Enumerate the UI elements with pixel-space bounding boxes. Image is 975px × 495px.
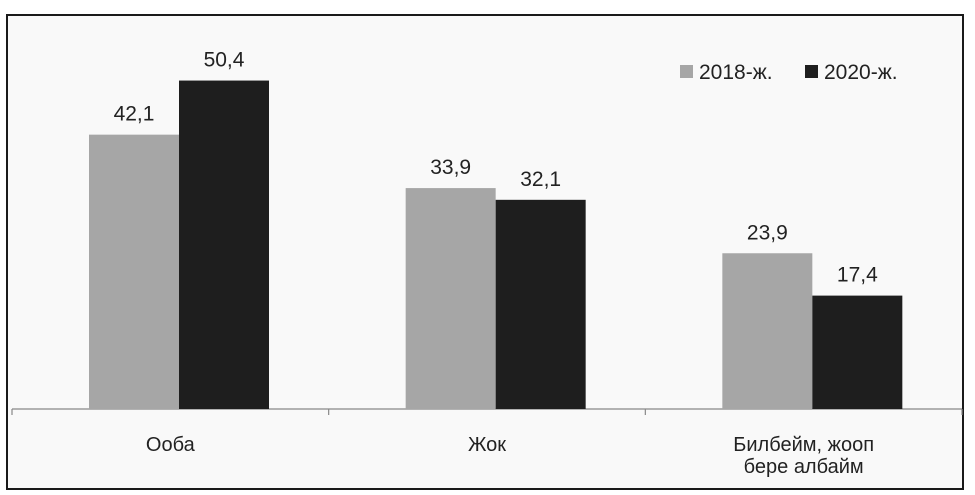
bar-2018 — [89, 134, 179, 410]
category-label: Билбейм, жооп — [733, 434, 874, 456]
legend-swatch — [805, 65, 818, 78]
data-label: 50,4 — [204, 49, 245, 72]
bar-2018 — [405, 188, 496, 409]
category-label: бере албайм — [744, 456, 864, 478]
bar-2020 — [812, 295, 903, 409]
data-label: 42,1 — [114, 103, 155, 126]
data-label: 17,4 — [837, 264, 878, 287]
category-label: Жок — [468, 434, 506, 456]
data-label: 33,9 — [430, 156, 471, 179]
legend-label: 2020-ж. — [824, 61, 898, 84]
bar-2020 — [495, 199, 586, 409]
bar-2018 — [722, 253, 813, 409]
bar-2020 — [179, 80, 269, 409]
data-label: 23,9 — [747, 221, 788, 244]
legend-swatch — [680, 65, 693, 78]
data-label: 32,1 — [520, 168, 561, 191]
legend-label: 2018-ж. — [699, 61, 773, 84]
category-label: Ооба — [146, 434, 196, 456]
